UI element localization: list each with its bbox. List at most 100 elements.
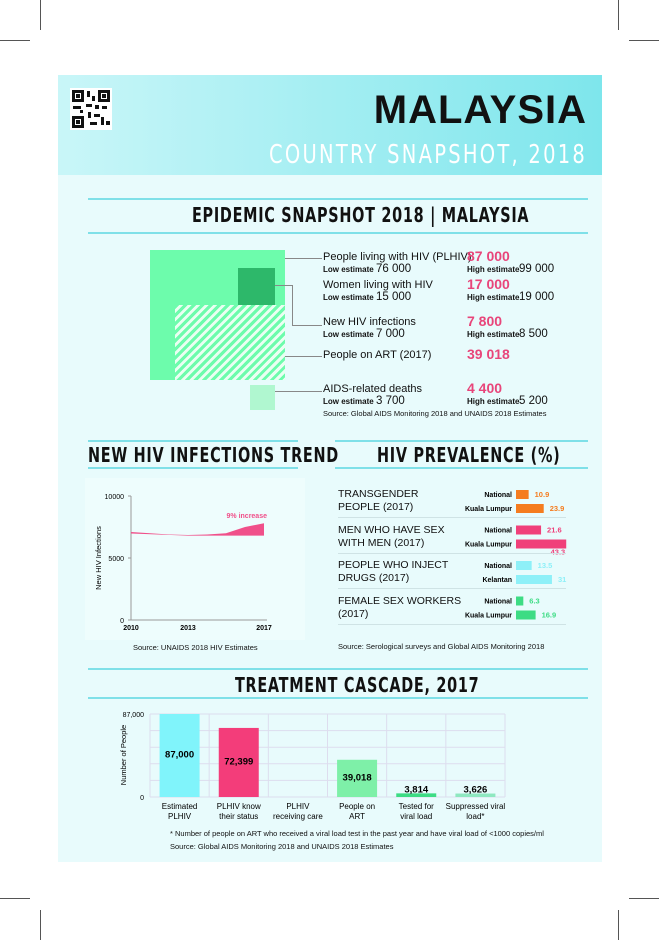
prevalence-value: 10.9 (535, 490, 550, 499)
prevalence-bar (516, 490, 529, 499)
section-heading-cascade: TREATMENT CASCADE, 2017 (235, 673, 480, 697)
trend-chart: 0 5000 10000 2010 2013 2017 9% increase New HIV… (94, 494, 272, 632)
prevalence-value: 6.3 (529, 597, 539, 606)
prevalence-source: Source: Serological surveys and Global A… (338, 642, 545, 651)
prevalence-value: 31 (558, 575, 566, 584)
cascade-category-label: PLHIV know their status (217, 802, 261, 821)
crop-mark (629, 898, 659, 899)
high-estimate-label: High estimate (467, 397, 520, 406)
cascade-category-label: People on ART (339, 802, 375, 821)
prevalence-chart: National 10.9 Kuala Lumpur 23.9 National 21.6… (465, 490, 567, 620)
prevalence-region-label: National (484, 492, 512, 499)
high-estimate-value: 8 500 (519, 328, 548, 340)
cascade-category-label: Suppressed viral load* (446, 802, 506, 821)
new-infections-hatched-square (175, 305, 285, 380)
prevalence-group-label: TRANSGENDER PEOPLE (2017) (338, 488, 419, 513)
low-estimate-label: Low estimate (323, 330, 374, 339)
y-tick-label: 0 (140, 795, 144, 802)
cascade-source: Source: Global AIDS Monitoring 2018 and … (170, 842, 394, 851)
prevalence-region-label: National (484, 528, 512, 535)
prevalence-region-label: Kuala Lumpur (465, 542, 512, 549)
x-tick-label: 2017 (256, 625, 272, 632)
cascade-category-label: Tested for viral load (399, 802, 434, 821)
low-estimate-value: 7 000 (376, 328, 405, 340)
cascade-category-label: PLHIV receiving care (273, 802, 323, 821)
cascade-bar (337, 759, 378, 797)
cascade-chart: 87,000 0 Number of People 87,000 Estimated PL… (119, 712, 506, 821)
cascade-bar (159, 714, 200, 797)
low-estimate-label: Low estimate (323, 397, 374, 406)
prevalence-bar (516, 525, 542, 535)
cascade-value-label: 39,018 (343, 772, 372, 783)
women-square (238, 268, 275, 305)
high-estimate-label: High estimate (467, 293, 520, 302)
cascade-value-label: 72,399 (224, 756, 253, 767)
y-tick-label: 87,000 (123, 712, 145, 719)
cascade-value-label: 87,000 (165, 750, 194, 761)
section-heading-prevalence: HIV PREVALENCE (%) (377, 443, 561, 467)
prevalence-region-label: Kelantan (482, 577, 512, 584)
y-tick-label: 10000 (105, 494, 125, 501)
prevalence-region-label: National (484, 599, 512, 606)
prevalence-value: 21.6 (547, 526, 562, 535)
cascade-value-label: 3,814 (404, 784, 428, 795)
prevalence-bar (516, 539, 567, 549)
low-estimate-label: Low estimate (323, 293, 374, 302)
page-subtitle: COUNTRY SNAPSHOT, 2018 (268, 140, 587, 170)
indicator-label: People on ART (2017) (323, 349, 432, 361)
trend-area (131, 523, 264, 536)
section-heading-epidemic: EPIDEMIC SNAPSHOT 2018 | MALAYSIA (192, 203, 530, 227)
prevalence-region-label: Kuala Lumpur (465, 506, 512, 513)
cascade-value-label: 3,626 (464, 785, 488, 796)
low-estimate-label: Low estimate (323, 265, 374, 274)
high-estimate-label: High estimate (467, 265, 520, 274)
cascade-bar (396, 793, 437, 797)
x-tick-label: 2013 (180, 625, 196, 632)
prevalence-group-label: MEN WHO HAVE SEX WITH MEN (2017) (338, 523, 445, 549)
cascade-footnote: * Number of people on ART who received a… (170, 829, 544, 838)
cascade-bar (455, 793, 496, 797)
epidemic-source: Source: Global AIDS Monitoring 2018 and … (323, 409, 547, 418)
indicator-value: 39 018 (467, 346, 510, 362)
y-axis-title: Number of People (119, 725, 128, 785)
indicator-value: 4 400 (467, 380, 503, 396)
prevalence-region-label: Kuala Lumpur (465, 613, 512, 620)
indicator-value: 7 800 (467, 313, 503, 329)
prevalence-bar (516, 596, 524, 606)
page-title: MALAYSIA (373, 88, 587, 132)
prevalence-bar (516, 575, 552, 584)
cascade-bar (218, 727, 259, 797)
prevalence-group-label: FEMALE SEX WORKERS (2017) (338, 594, 462, 620)
prevalence-value: 16.9 (542, 611, 557, 620)
indicator-label: People living with HIV (PLHIV) (323, 251, 472, 263)
qr-code-icon (70, 88, 112, 130)
low-estimate-value: 15 000 (376, 291, 412, 303)
crop-mark (40, 910, 41, 940)
section-heading-trend: NEW HIV INFECTIONS TREND (88, 443, 339, 467)
crop-mark (40, 0, 41, 30)
prevalence-value: 13.5 (538, 561, 553, 570)
high-estimate-label: High estimate (467, 330, 520, 339)
prevalence-group-label: PEOPLE WHO INJECT DRUGS (2017) (338, 559, 449, 584)
prevalence-value: 23.9 (550, 504, 565, 513)
crop-mark (0, 898, 30, 899)
prevalence-bar (516, 610, 536, 620)
crop-mark (618, 0, 619, 30)
indicator-value: 17 000 (467, 276, 510, 292)
indicator-value: 87 000 (467, 248, 510, 264)
high-estimate-value: 99 000 (519, 263, 555, 275)
high-estimate-value: 19 000 (519, 291, 555, 303)
y-axis-title: New HIV Infections (94, 526, 103, 590)
trend-panel (85, 478, 305, 640)
low-estimate-value: 76 000 (376, 263, 412, 275)
prevalence-value: 43.3 (551, 548, 566, 557)
indicator-label: AIDS-related deaths (323, 383, 423, 395)
y-tick-label: 5000 (108, 556, 124, 563)
low-estimate-value: 3 700 (376, 395, 405, 407)
crop-mark (0, 40, 30, 41)
crop-mark (629, 40, 659, 41)
prevalence-bar (516, 561, 532, 570)
indicator-label: New HIV infections (323, 316, 416, 328)
cascade-category-label: Estimated PLHIV (162, 802, 198, 821)
prevalence-region-label: National (484, 563, 512, 570)
